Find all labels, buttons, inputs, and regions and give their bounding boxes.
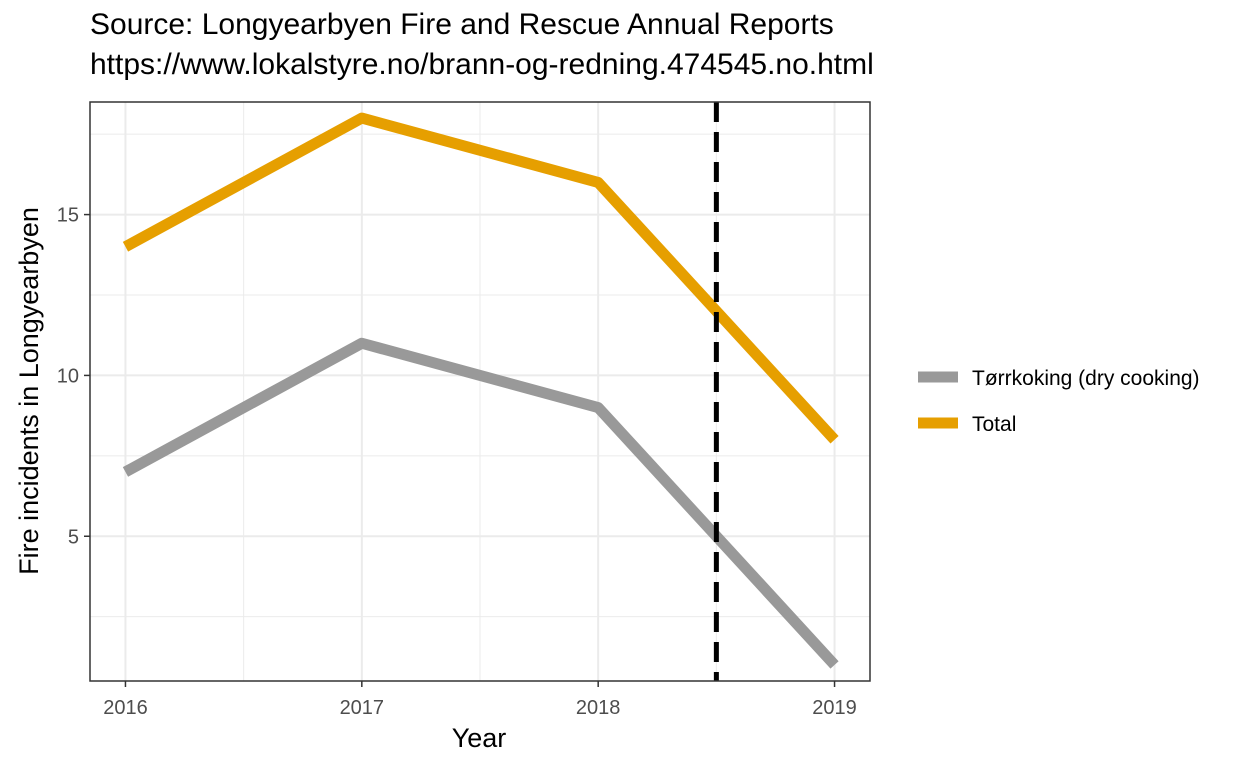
plot-border bbox=[89, 101, 871, 682]
chart-title-line-1: Source: Longyearbyen Fire and Rescue Ann… bbox=[90, 8, 834, 41]
legend: Tørrkoking (dry cooking) Total bbox=[918, 367, 1200, 436]
x-tick-label: 2019 bbox=[812, 697, 857, 719]
x-tick-label: 2018 bbox=[576, 697, 621, 719]
x-axis-title: Year bbox=[452, 723, 507, 753]
y-tick-label: 5 bbox=[68, 526, 79, 548]
series-line-1 bbox=[122, 112, 839, 444]
x-tick-label: 2017 bbox=[340, 697, 385, 719]
y-tick-label: 15 bbox=[57, 205, 79, 227]
axes: 5 10 15 2016 2017 2018 2019 bbox=[57, 205, 857, 719]
chart-title-line-2: https://www.lokalstyre.no/brann-og-redni… bbox=[90, 48, 874, 81]
y-tick-label: 10 bbox=[57, 365, 79, 387]
legend-label-1: Total bbox=[972, 413, 1016, 436]
legend-label-0: Tørrkoking (dry cooking) bbox=[972, 367, 1200, 390]
x-tick-label: 2016 bbox=[103, 697, 148, 719]
y-axis-title: Fire incidents in Longyearbyen bbox=[14, 207, 44, 575]
